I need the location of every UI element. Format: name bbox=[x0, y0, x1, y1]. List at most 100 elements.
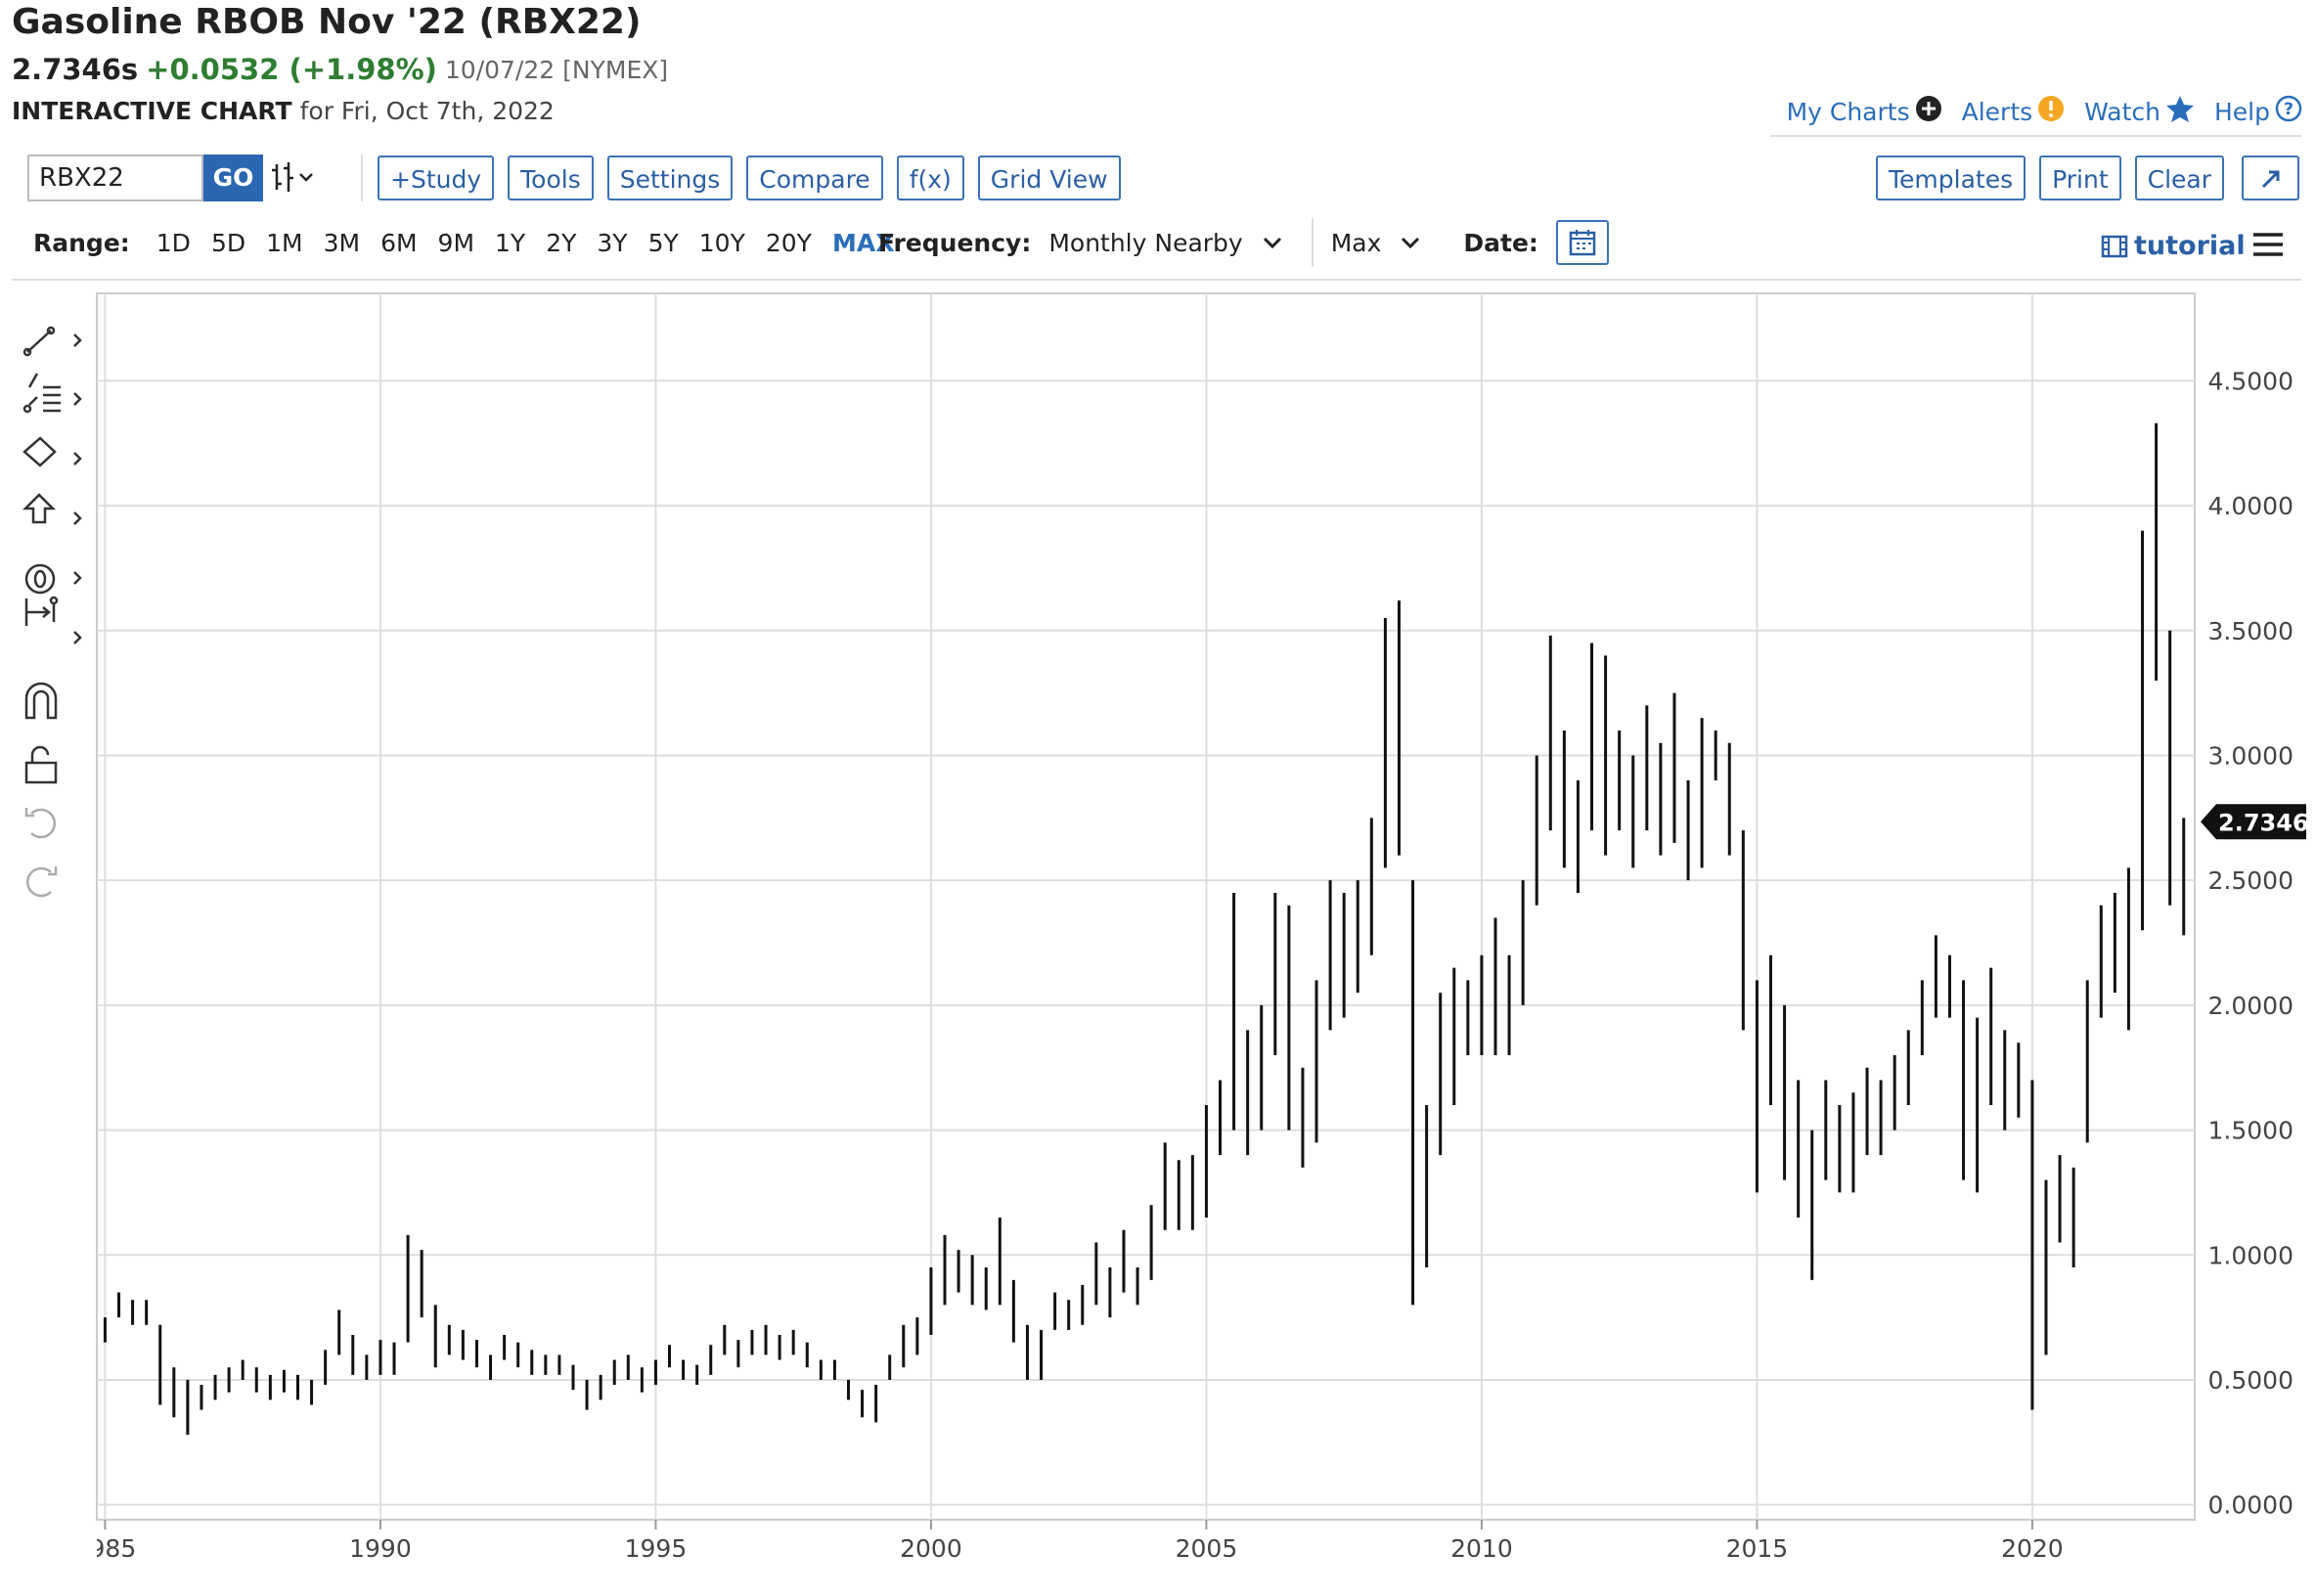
range-option[interactable]: 9M bbox=[437, 228, 475, 257]
nav-text[interactable]: Watch bbox=[2084, 97, 2160, 126]
nav: My Charts Alerts Watch Help? bbox=[1787, 95, 2302, 128]
y-tick-label: 1.0000 bbox=[2208, 1241, 2294, 1269]
toolbar-button[interactable]: +Study bbox=[378, 155, 495, 200]
annotation-tool[interactable] bbox=[24, 563, 82, 595]
nav-text[interactable]: Alerts bbox=[1961, 97, 2033, 126]
nav-text[interactable]: Help bbox=[2214, 97, 2270, 126]
chart-type-button[interactable] bbox=[263, 155, 332, 201]
separator bbox=[361, 155, 363, 201]
toolbar-button[interactable]: Compare bbox=[746, 155, 883, 200]
range-option[interactable]: 2Y bbox=[546, 228, 577, 257]
last-price-label: 2.7346 bbox=[2218, 809, 2309, 836]
range-option[interactable]: 3M bbox=[323, 228, 361, 257]
y-tick-label: 1.5000 bbox=[2208, 1117, 2294, 1145]
nav-icon: ? bbox=[2275, 95, 2302, 128]
tutorial-text[interactable]: tutorial bbox=[2134, 231, 2246, 261]
y-tick-label: 3.5000 bbox=[2208, 617, 2294, 645]
go-button[interactable]: GO bbox=[203, 155, 263, 201]
magnet-tool[interactable] bbox=[24, 682, 58, 720]
divider bbox=[12, 279, 2301, 281]
lock-tool[interactable] bbox=[24, 745, 58, 784]
toolbar-button[interactable]: f(x) bbox=[896, 155, 964, 200]
toolbar-button[interactable]: Clear bbox=[2134, 155, 2225, 200]
toolbar-button[interactable]: Grid View bbox=[977, 155, 1121, 200]
nav-icon bbox=[2165, 95, 2195, 128]
range-option[interactable]: 5D bbox=[210, 228, 246, 257]
range-option[interactable]: 6M bbox=[380, 228, 418, 257]
toolbar-button[interactable]: Templates bbox=[1876, 155, 2026, 200]
quote-date: 10/07/22 bbox=[444, 55, 556, 84]
y-tick-label: 4.5000 bbox=[2208, 367, 2294, 395]
x-tick-label: 1985 bbox=[74, 1534, 137, 1563]
range-option[interactable]: 20Y bbox=[765, 228, 812, 257]
svg-text:?: ? bbox=[2284, 100, 2294, 119]
chart-date: for Fri, Oct 7th, 2022 bbox=[299, 97, 555, 125]
measure-tool[interactable] bbox=[24, 596, 82, 644]
y-tick-label: 2.5000 bbox=[2208, 866, 2294, 895]
line-tool[interactable] bbox=[22, 326, 82, 357]
x-tick-label: 1995 bbox=[625, 1534, 688, 1563]
x-tick-label: 2005 bbox=[1176, 1534, 1238, 1563]
nav-item[interactable]: My Charts bbox=[1787, 95, 1942, 128]
frequency-label: Frequency: bbox=[878, 228, 1032, 257]
range-option[interactable]: MAX bbox=[831, 228, 895, 257]
range-option[interactable]: 1D bbox=[156, 228, 191, 257]
separator bbox=[1311, 218, 1314, 267]
nav-icon bbox=[2037, 95, 2065, 128]
symbol-input[interactable]: RBX22 bbox=[27, 155, 203, 201]
nav-icon bbox=[1915, 95, 1942, 128]
toolbar-button[interactable]: Print bbox=[2039, 155, 2121, 200]
tutorial-link[interactable]: tutorial bbox=[2101, 231, 2246, 261]
calendar-button[interactable] bbox=[1555, 220, 1609, 265]
nav-item[interactable]: Watch bbox=[2084, 95, 2195, 128]
price: 2.7346s bbox=[12, 53, 139, 86]
x-tick-label: 2000 bbox=[900, 1534, 962, 1563]
symbol-box: RBX22 GO bbox=[27, 155, 332, 201]
y-tick-label: 0.0000 bbox=[2208, 1491, 2294, 1520]
menu-button[interactable] bbox=[2251, 231, 2285, 258]
plot-frame bbox=[96, 292, 2196, 1521]
toolbar: +Study Tools Settings Compare f(x) Grid View bbox=[378, 155, 1121, 200]
undo-tool[interactable] bbox=[24, 808, 57, 839]
frequency-select[interactable]: Monthly Nearby bbox=[1048, 228, 1243, 257]
date-label: Date: bbox=[1463, 228, 1538, 257]
range-bar: Range: 1D 5D 1M 3M 6M 9M 1Y 2Y 3Y 5Y 10Y 20Y MAX bbox=[33, 225, 894, 260]
toolbar-right: Templates Print Clear bbox=[1876, 155, 2225, 200]
drawing-tools bbox=[22, 326, 82, 898]
x-tick-label: 2015 bbox=[1726, 1534, 1789, 1563]
y-tick-label: 0.5000 bbox=[2208, 1366, 2294, 1395]
range-label: Range: bbox=[33, 228, 130, 257]
nav-text[interactable]: My Charts bbox=[1786, 97, 1910, 126]
chevron bbox=[1263, 237, 1281, 249]
range-option[interactable]: 1M bbox=[266, 228, 303, 257]
exchange: [NYMEX] bbox=[562, 55, 669, 84]
chevron bbox=[1402, 237, 1420, 249]
chart-heading: INTERACTIVE CHART for Fri, Oct 7th, 2022 bbox=[12, 97, 555, 125]
arrow-tool[interactable] bbox=[22, 493, 82, 525]
expand-button[interactable] bbox=[2242, 155, 2299, 200]
period-select[interactable]: Max bbox=[1330, 228, 1382, 257]
toolbar-button[interactable]: Tools bbox=[508, 155, 594, 200]
fib-tool[interactable] bbox=[22, 373, 82, 414]
change: +0.0532 (+1.98%) bbox=[146, 53, 437, 86]
redo-tool[interactable] bbox=[25, 866, 58, 898]
nav-item[interactable]: Alerts bbox=[1962, 95, 2066, 128]
toolbar-button[interactable]: Settings bbox=[606, 155, 734, 200]
shape-tool[interactable] bbox=[22, 436, 82, 467]
frequency-bar: Frequency: Monthly Nearby Max Date: bbox=[878, 218, 1609, 267]
nav-item[interactable]: Help? bbox=[2214, 95, 2302, 128]
y-tick-label: 4.0000 bbox=[2208, 492, 2294, 520]
range-option[interactable]: 10Y bbox=[698, 228, 745, 257]
chart-label: INTERACTIVE CHART bbox=[12, 97, 292, 125]
last-price-tag bbox=[2201, 804, 2306, 840]
divider bbox=[1770, 135, 2301, 137]
range-option[interactable]: 3Y bbox=[597, 228, 628, 257]
y-tick-label: 3.0000 bbox=[2208, 741, 2294, 770]
y-tick-label: 2.0000 bbox=[2208, 992, 2294, 1020]
range-option[interactable]: 1Y bbox=[495, 228, 526, 257]
x-tick-label: 1990 bbox=[349, 1534, 412, 1563]
range-option[interactable]: 5Y bbox=[647, 228, 679, 257]
title: Gasoline RBOB Nov '22 (RBX22) bbox=[12, 2, 642, 42]
